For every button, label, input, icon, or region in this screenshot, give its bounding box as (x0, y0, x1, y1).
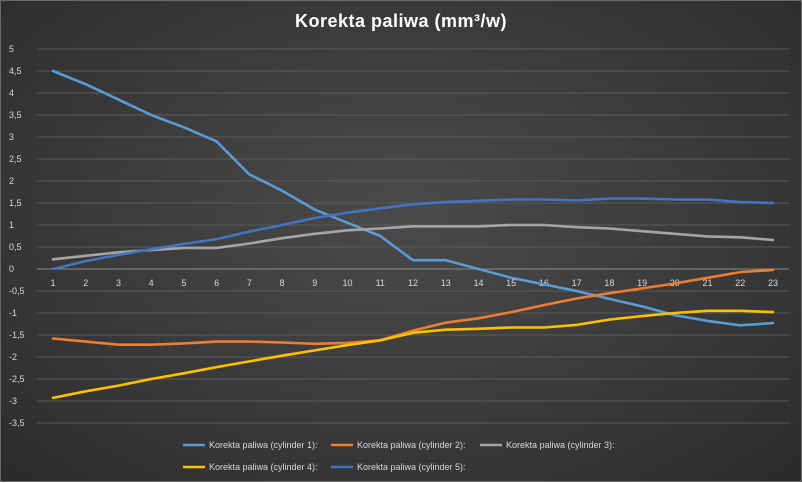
x-tick-label: 13 (441, 278, 451, 288)
series-line-1 (51, 69, 775, 327)
series-line-3 (51, 223, 775, 261)
legend-label: Korekta paliwa (cylinder 1): (209, 440, 318, 450)
y-tick-label: -1,5 (9, 330, 25, 340)
y-tick-label: 3 (9, 132, 14, 142)
y-axis-ticks: 5 4,5 4 3,5 3 2,5 2 1,5 1 0,5 0 -0,5 -1 -1,5 -2 -2,5 -3 -… (9, 44, 25, 428)
y-tick-label: 1 (9, 220, 14, 230)
x-tick-label: 9 (312, 278, 317, 288)
y-tick-label: -3,5 (9, 418, 25, 428)
x-tick-label: 21 (703, 278, 713, 288)
y-tick-label: 0,5 (9, 242, 22, 252)
legend-label: Korekta paliwa (cylinder 3): (506, 440, 615, 450)
x-tick-label: 16 (539, 278, 549, 288)
x-tick-label: 8 (280, 278, 285, 288)
y-tick-label: 2,5 (9, 154, 22, 164)
y-tick-label: 4 (9, 88, 14, 98)
legend-label: Korekta paliwa (cylinder 4): (209, 462, 318, 472)
y-tick-label: -0,5 (9, 286, 25, 296)
x-tick-label: 5 (181, 278, 186, 288)
series-line-5 (51, 197, 775, 271)
y-tick-label: -2,5 (9, 374, 25, 384)
legend-item: Korekta paliwa (cylinder 5): (331, 462, 466, 472)
x-tick-label: 14 (473, 278, 483, 288)
legend-label: Korekta paliwa (cylinder 5): (357, 462, 466, 472)
x-tick-label: 18 (604, 278, 614, 288)
series-line-4 (51, 309, 775, 400)
x-tick-label: 12 (408, 278, 418, 288)
y-tick-label: 4,5 (9, 66, 22, 76)
x-tick-label: 2 (83, 278, 88, 288)
x-tick-label: 11 (376, 278, 385, 288)
x-tick-label: 3 (116, 278, 121, 288)
x-tick-label: 15 (506, 278, 516, 288)
chart-title: Korekta paliwa (mm³/w) (294, 11, 508, 31)
legend-label: Korekta paliwa (cylinder 2): (357, 440, 466, 450)
y-tick-label: 0 (9, 264, 14, 274)
x-tick-label: 1 (50, 278, 55, 288)
y-tick-label: 3,5 (9, 110, 22, 120)
x-tick-label: 23 (768, 278, 778, 288)
x-tick-label: 10 (343, 278, 353, 288)
x-tick-label: 4 (149, 278, 154, 288)
y-tick-label: -1 (9, 308, 17, 318)
legend-item: Korekta paliwa (cylinder 4): (183, 462, 318, 472)
x-tick-label: 22 (735, 278, 745, 288)
y-tick-label: 5 (9, 44, 14, 54)
x-tick-label: 6 (214, 278, 219, 288)
y-tick-label: 2 (9, 176, 14, 186)
legend-item: Korekta paliwa (cylinder 2): (331, 440, 466, 450)
legend-item: Korekta paliwa (cylinder 3): (480, 440, 615, 450)
gridlines (37, 48, 789, 424)
y-tick-label: -2 (9, 352, 17, 362)
x-tick-label: 19 (637, 278, 647, 288)
x-axis-ticks: 1 2 3 4 5 6 7 8 9 10 11 12 13 14 15 16 17 18 19 20 21 22 23 (50, 278, 778, 288)
x-tick-label: 17 (572, 278, 582, 288)
x-tick-label: 7 (247, 278, 252, 288)
legend: Korekta paliwa (cylinder 1): Korekta pali… (183, 440, 615, 472)
legend-item: Korekta paliwa (cylinder 1): (183, 440, 318, 450)
y-tick-label: -3 (9, 396, 17, 406)
y-tick-label: 1,5 (9, 198, 22, 208)
series-line-2 (51, 268, 775, 347)
